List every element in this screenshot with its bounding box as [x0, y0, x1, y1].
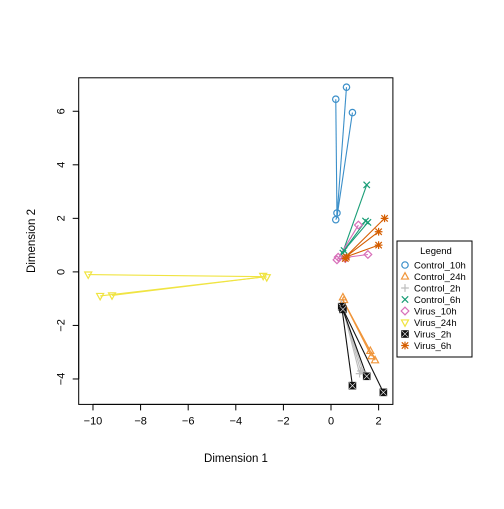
point-virus-10h [333, 252, 343, 262]
legend: Legend Control_10hControl_24hControl_2hC… [396, 240, 473, 358]
data-points [83, 83, 389, 397]
point-virus-24h [262, 274, 272, 283]
y-axis-label: Dimension 2 [26, 209, 38, 273]
y-tick-label: 2 [56, 215, 68, 221]
connector-virus-2h [341, 306, 384, 393]
point-virus-2h [348, 381, 357, 390]
y-tick-label: 6 [56, 108, 68, 114]
point-virus-2h [339, 305, 347, 314]
legend-label-virus-24h: Virus_24h [414, 318, 457, 329]
connector-control-6h [342, 184, 368, 252]
y-tick-label: −2 [56, 319, 68, 332]
connector-virus-6h [344, 217, 385, 258]
x-tick-label: 2 [376, 415, 382, 427]
connector-control-24h [342, 299, 376, 361]
legend-label-virus-6h: Virus_6h [414, 341, 451, 352]
point-control-24h [339, 294, 349, 304]
connector-virus-24h [265, 276, 267, 278]
legend-label-control-2h: Control_2h [414, 283, 460, 294]
marker-cross [401, 330, 409, 338]
connector-virus-6h [344, 231, 379, 258]
connector-virus-2h [341, 306, 353, 386]
x-tick-label: −6 [182, 415, 195, 427]
x-tick-label: −10 [84, 415, 103, 427]
connector-virus-24h [111, 276, 266, 296]
point-control-24h [370, 355, 380, 364]
legend-title: Legend [420, 246, 452, 257]
legend-marker-virus-10h [400, 306, 410, 316]
point-control-6h [361, 217, 370, 225]
point-virus-10h [332, 255, 342, 265]
connector-virus-24h [88, 274, 266, 278]
connector-control-10h [335, 99, 338, 218]
x-tick-label: −2 [277, 415, 290, 427]
legend-label-virus-10h: Virus_10h [414, 306, 457, 317]
legend-box [396, 240, 473, 358]
connector-control-10h [336, 112, 353, 218]
connector-control-10h [336, 87, 348, 218]
point-virus-6h [374, 241, 383, 249]
connector-virus-2h [341, 306, 368, 377]
point-virus-24h [107, 292, 117, 301]
x-axis-label: Dimension 1 [204, 453, 268, 465]
x-tick-label: −8 [134, 415, 147, 427]
marker-cross [379, 388, 387, 396]
legend-marker-virus-6h [401, 341, 409, 350]
legend-marker-control-2h [401, 284, 409, 292]
y-tick-label: 0 [56, 269, 68, 275]
x-tick-label: −4 [230, 415, 243, 427]
connector-virus-10h [338, 253, 368, 260]
point-control-10h [333, 209, 341, 217]
legend-marker-virus-24h [400, 319, 410, 328]
legend-label-control-24h: Control_24h [414, 272, 466, 283]
point-virus-2h [362, 372, 371, 381]
marker-cross [363, 372, 371, 380]
legend-label-virus-2h: Virus_2h [414, 329, 451, 340]
x-tick-label: 0 [328, 415, 334, 427]
legend-label-control-10h: Control_10h [414, 260, 466, 271]
point-virus-24h [95, 292, 105, 302]
legend-marker-virus-2h [401, 330, 409, 338]
connector-virus-6h [345, 244, 379, 258]
marker-cross [349, 382, 356, 390]
legend-marker-control-10h [401, 261, 409, 269]
legend-marker-control-24h [400, 271, 410, 280]
y-tick-label: 4 [56, 162, 68, 168]
point-virus-10h [363, 249, 373, 260]
point-virus-24h [83, 271, 93, 280]
connector-control-10h [335, 216, 338, 220]
point-control-10h [331, 95, 340, 104]
connector-lines [88, 87, 385, 393]
point-control-6h [363, 181, 371, 189]
y-tick-label: −4 [56, 373, 68, 386]
point-virus-6h [374, 227, 383, 236]
point-control-2h [356, 367, 365, 375]
point-virus-2h [379, 388, 388, 397]
marker-cross [339, 305, 347, 313]
point-control-24h [366, 351, 377, 360]
point-virus-6h [342, 253, 351, 262]
legend-marker-control-6h [401, 295, 409, 304]
point-control-10h [348, 108, 357, 117]
point-virus-6h [380, 214, 389, 223]
legend-label-control-6h: Control_6h [414, 295, 460, 306]
point-control-10h [342, 83, 351, 91]
axes: −10 −8 −6 −4 −2 0 2 −4 −2 0 2 4 6 [56, 108, 382, 427]
point-virus-24h [258, 272, 268, 281]
point-virus-10h [353, 220, 364, 230]
